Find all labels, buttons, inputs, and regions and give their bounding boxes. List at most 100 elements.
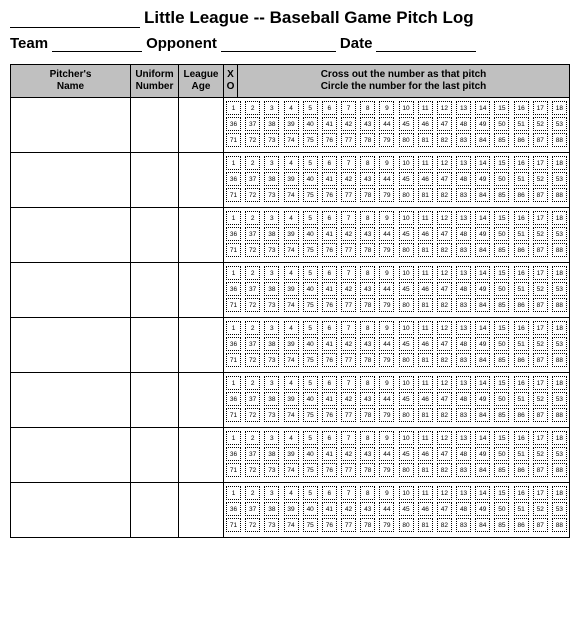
pitch-cell[interactable]: 88 <box>552 463 567 477</box>
pitch-cell[interactable]: 13 <box>456 376 471 390</box>
pitch-cell[interactable]: 52 <box>533 392 548 406</box>
pitcher-name-cell[interactable] <box>11 318 131 373</box>
pitch-cell[interactable]: 88 <box>552 298 567 312</box>
pitch-cell[interactable]: 76 <box>322 518 337 532</box>
pitch-cell[interactable]: 13 <box>456 266 471 280</box>
pitch-cell[interactable]: 40 <box>303 337 318 351</box>
pitch-cell[interactable]: 40 <box>303 227 318 241</box>
pitch-cell[interactable]: 39 <box>284 117 299 131</box>
pitch-cell[interactable]: 88 <box>552 133 567 147</box>
pitch-cell[interactable]: 78 <box>360 463 375 477</box>
pitch-cell[interactable]: 74 <box>284 408 299 422</box>
pitch-cell[interactable]: 86 <box>514 188 529 202</box>
pitch-cell[interactable]: 84 <box>475 518 490 532</box>
pitch-cell[interactable]: 18 <box>552 321 567 335</box>
pitch-cell[interactable]: 40 <box>303 392 318 406</box>
pitch-cell[interactable]: 81 <box>418 463 433 477</box>
pitch-cell[interactable]: 14 <box>475 376 490 390</box>
pitch-cell[interactable]: 44 <box>379 227 394 241</box>
pitch-cell[interactable]: 82 <box>437 518 452 532</box>
pitch-cell[interactable]: 41 <box>322 502 337 516</box>
pitch-cell[interactable]: 41 <box>322 392 337 406</box>
pitch-cell[interactable]: 52 <box>533 447 548 461</box>
pitch-cell[interactable]: 40 <box>303 447 318 461</box>
pitch-cell[interactable]: 46 <box>418 117 433 131</box>
pitch-cell[interactable]: 12 <box>437 266 452 280</box>
pitch-cell[interactable]: 73 <box>264 518 279 532</box>
pitch-cell[interactable]: 84 <box>475 463 490 477</box>
pitch-cell[interactable]: 86 <box>514 518 529 532</box>
pitch-cell[interactable]: 9 <box>379 156 394 170</box>
pitch-cell[interactable]: 87 <box>533 518 548 532</box>
pitch-cell[interactable]: 51 <box>514 337 529 351</box>
pitch-cell[interactable]: 75 <box>303 463 318 477</box>
pitch-cell[interactable]: 82 <box>437 298 452 312</box>
pitch-cell[interactable]: 1 <box>226 156 241 170</box>
pitch-cell[interactable]: 48 <box>456 502 471 516</box>
pitch-cell[interactable]: 16 <box>514 101 529 115</box>
pitch-cell[interactable]: 47 <box>437 502 452 516</box>
pitch-cell[interactable]: 7 <box>341 321 356 335</box>
pitch-cell[interactable]: 81 <box>418 188 433 202</box>
pitch-cell[interactable]: 51 <box>514 117 529 131</box>
pitch-cell[interactable]: 76 <box>322 298 337 312</box>
pitch-cell[interactable]: 86 <box>514 353 529 367</box>
pitch-cell[interactable]: 77 <box>341 188 356 202</box>
pitch-cell[interactable]: 11 <box>418 211 433 225</box>
pitch-cell[interactable]: 47 <box>437 392 452 406</box>
pitch-cell[interactable]: 40 <box>303 172 318 186</box>
pitch-cell[interactable]: 74 <box>284 518 299 532</box>
pitch-cell[interactable]: 46 <box>418 392 433 406</box>
pitch-cell[interactable]: 4 <box>284 266 299 280</box>
pitch-cell[interactable]: 87 <box>533 188 548 202</box>
pitch-cell[interactable]: 79 <box>379 518 394 532</box>
pitch-cell[interactable]: 9 <box>379 211 394 225</box>
pitch-cell[interactable]: 85 <box>494 133 509 147</box>
pitch-cell[interactable]: 3 <box>264 486 279 500</box>
pitch-cell[interactable]: 52 <box>533 502 548 516</box>
pitch-cell[interactable]: 15 <box>494 321 509 335</box>
pitch-cell[interactable]: 1 <box>226 431 241 445</box>
pitch-cell[interactable]: 16 <box>514 486 529 500</box>
pitch-cell[interactable]: 41 <box>322 337 337 351</box>
pitch-cell[interactable]: 38 <box>264 282 279 296</box>
league-age-cell[interactable] <box>179 153 224 208</box>
pitch-cell[interactable]: 14 <box>475 211 490 225</box>
pitch-cell[interactable]: 82 <box>437 353 452 367</box>
pitch-cell[interactable]: 87 <box>533 298 548 312</box>
pitch-cell[interactable]: 50 <box>494 392 509 406</box>
pitch-cell[interactable]: 38 <box>264 117 279 131</box>
pitch-cell[interactable]: 51 <box>514 172 529 186</box>
pitch-cell[interactable]: 50 <box>494 117 509 131</box>
pitch-cell[interactable]: 15 <box>494 431 509 445</box>
pitch-cell[interactable]: 36 <box>226 392 241 406</box>
pitch-cell[interactable]: 2 <box>245 321 260 335</box>
pitch-cell[interactable]: 12 <box>437 211 452 225</box>
pitch-cell[interactable]: 1 <box>226 211 241 225</box>
pitch-cell[interactable]: 18 <box>552 431 567 445</box>
pitch-cell[interactable]: 12 <box>437 376 452 390</box>
pitch-cell[interactable]: 42 <box>341 282 356 296</box>
pitch-cell[interactable]: 79 <box>379 243 394 257</box>
pitch-cell[interactable]: 39 <box>284 392 299 406</box>
pitch-cell[interactable]: 79 <box>379 408 394 422</box>
pitch-cell[interactable]: 17 <box>533 431 548 445</box>
pitch-cell[interactable]: 3 <box>264 211 279 225</box>
pitch-cell[interactable]: 87 <box>533 463 548 477</box>
pitch-cell[interactable]: 47 <box>437 117 452 131</box>
pitch-cell[interactable]: 18 <box>552 101 567 115</box>
pitch-cell[interactable]: 16 <box>514 211 529 225</box>
pitch-cell[interactable]: 51 <box>514 502 529 516</box>
pitch-cell[interactable]: 78 <box>360 188 375 202</box>
pitch-cell[interactable]: 12 <box>437 486 452 500</box>
pitch-cell[interactable]: 87 <box>533 353 548 367</box>
pitch-cell[interactable]: 42 <box>341 227 356 241</box>
pitch-cell[interactable]: 82 <box>437 463 452 477</box>
pitch-cell[interactable]: 3 <box>264 321 279 335</box>
pitch-cell[interactable]: 84 <box>475 298 490 312</box>
pitch-cell[interactable]: 72 <box>245 518 260 532</box>
pitch-cell[interactable]: 49 <box>475 172 490 186</box>
pitch-cell[interactable]: 43 <box>360 172 375 186</box>
pitch-cell[interactable]: 73 <box>264 298 279 312</box>
pitch-cell[interactable]: 82 <box>437 408 452 422</box>
